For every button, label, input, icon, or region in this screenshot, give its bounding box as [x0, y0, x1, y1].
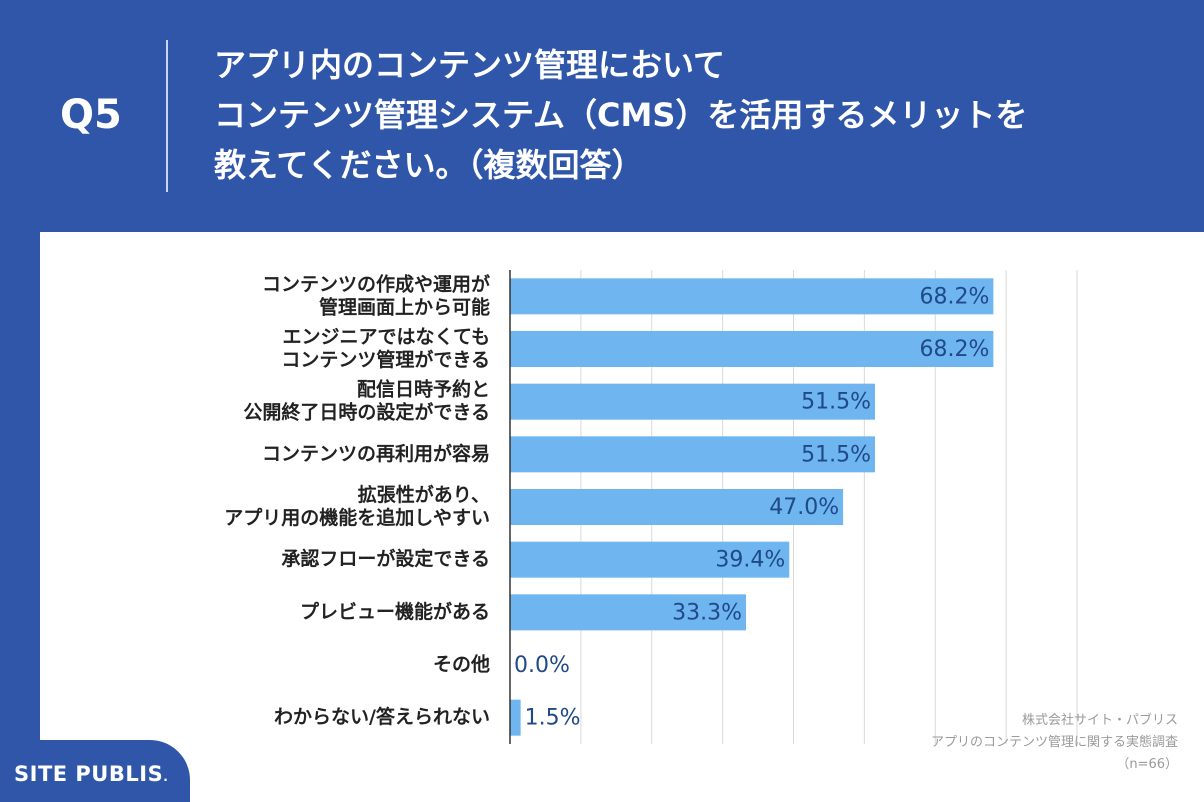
- header-divider: [166, 40, 168, 192]
- category-label: 承認フローが設定できる: [281, 547, 490, 570]
- site-publis-logo: SITE PUBLIS.: [0, 740, 190, 802]
- value-label: 39.4%: [715, 548, 785, 573]
- bar: [510, 489, 844, 525]
- category-label: 配信日時予約と: [357, 378, 490, 401]
- category-label: エンジニアではなくても: [283, 326, 490, 348]
- category-label: コンテンツ管理ができる: [281, 348, 490, 371]
- category-label: アプリ用の機能を追加しやすい: [224, 506, 490, 529]
- bar: [510, 594, 747, 631]
- category-label: 拡張性があり、: [358, 483, 490, 506]
- value-label: 0.0%: [514, 653, 570, 678]
- value-label: 33.3%: [672, 600, 742, 625]
- value-label: 51.5%: [801, 442, 871, 467]
- category-label: わからない/答えられない: [274, 705, 490, 728]
- title-line-2: コンテンツ管理システム（CMS）を活用するメリットを: [214, 96, 1028, 134]
- bar: [510, 436, 876, 473]
- category-label: プレビュー機能がある: [300, 600, 490, 623]
- value-label: 47.0%: [769, 495, 839, 520]
- logo-text: SITE PUBLIS: [14, 762, 164, 786]
- question-number: Q5: [60, 92, 122, 138]
- question-title: アプリ内のコンテンツ管理において コンテンツ管理システム（CMS）を活用するメリ…: [214, 40, 1027, 190]
- bar: [510, 383, 876, 420]
- value-label: 51.5%: [801, 390, 871, 415]
- title-line-1: アプリ内のコンテンツ管理において: [214, 46, 726, 84]
- source-survey: アプリのコンテンツ管理に関する実態調査: [930, 735, 1178, 750]
- category-label: コンテンツの再利用が容易: [262, 442, 490, 465]
- bar: [510, 541, 790, 578]
- category-label: コンテンツの作成や運用が: [262, 272, 490, 295]
- source-sample: （n=66）: [1116, 757, 1178, 772]
- category-label: 管理画面上から可能: [319, 295, 490, 318]
- bar: [510, 278, 994, 315]
- value-label: 68.2%: [919, 284, 989, 309]
- source-company: 株式会社サイト・パブリス: [1021, 713, 1178, 728]
- category-label: 公開終了日時の設定ができる: [243, 401, 490, 424]
- category-label: その他: [433, 653, 490, 676]
- bar: [510, 699, 521, 736]
- source-note: 株式会社サイト・パブリス アプリのコンテンツ管理に関する実態調査 （n=66）: [931, 710, 1178, 776]
- value-label: 68.2%: [919, 337, 989, 362]
- value-label: 1.5%: [525, 706, 581, 731]
- title-line-3: 教えてください。（複数回答）: [214, 146, 644, 184]
- bar: [510, 331, 994, 367]
- header: Q5 アプリ内のコンテンツ管理において コンテンツ管理システム（CMS）を活用す…: [0, 0, 1204, 232]
- logo-mark: .: [163, 770, 169, 784]
